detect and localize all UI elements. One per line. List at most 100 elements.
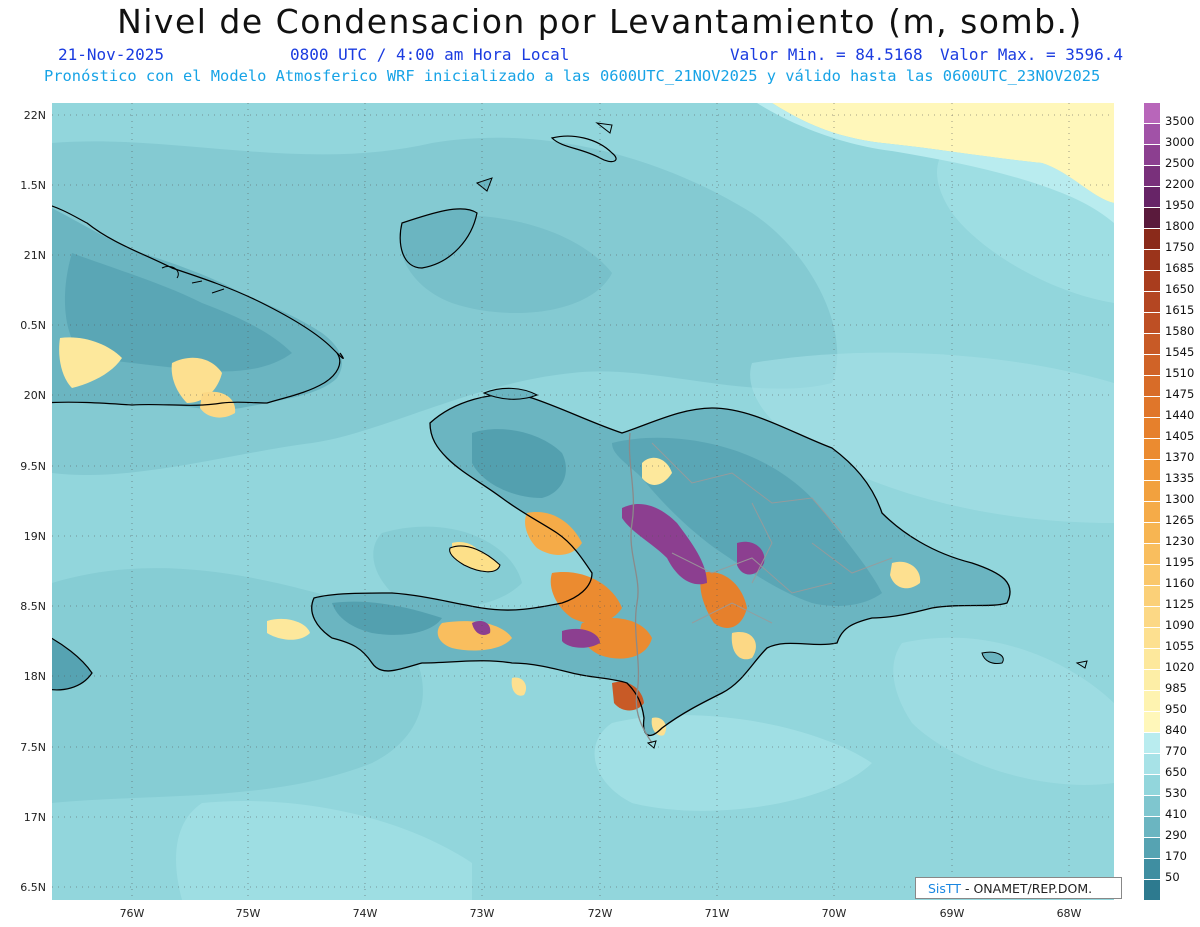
legend-swatch xyxy=(1144,103,1160,124)
legend-swatch xyxy=(1144,838,1160,859)
lcl-purple-zone xyxy=(622,503,707,585)
legend-level: 1335 xyxy=(1144,460,1200,485)
legend-level: 1615 xyxy=(1144,292,1200,317)
legend-swatch xyxy=(1144,880,1160,901)
legend-label: 1615 xyxy=(1165,303,1195,317)
legend-label: 985 xyxy=(1165,681,1187,695)
legend-label: 1230 xyxy=(1165,534,1195,548)
legend-swatch xyxy=(1144,775,1160,796)
legend-swatch xyxy=(1144,145,1160,166)
ocean-shade xyxy=(594,715,872,811)
gonave-island xyxy=(449,545,501,573)
hispaniola-coastline xyxy=(311,394,1011,737)
legend-swatch xyxy=(1144,565,1160,586)
legend-swatch xyxy=(1144,229,1160,250)
legend-level: 1090 xyxy=(1144,607,1200,632)
legend-level: 410 xyxy=(1144,796,1200,821)
lon-tick: 70W xyxy=(821,907,847,920)
legend-label: 1370 xyxy=(1165,450,1195,464)
legend-level: 650 xyxy=(1144,754,1200,779)
legend-level: 1510 xyxy=(1144,355,1200,380)
map-panel[interactable] xyxy=(52,103,1114,900)
lat-tick: 0.5N xyxy=(20,319,46,332)
ocean-shade xyxy=(893,637,1114,785)
legend-level: 1055 xyxy=(1144,628,1200,653)
legend-level: 770 xyxy=(1144,733,1200,758)
legend-swatch xyxy=(1144,859,1160,880)
lon-tick: 74W xyxy=(352,907,378,920)
lcl-purple-zone xyxy=(562,628,600,648)
legend-level: 2200 xyxy=(1144,166,1200,191)
valid-date: 21-Nov-2025 xyxy=(58,45,164,64)
legend-label: 170 xyxy=(1165,849,1187,863)
legend-level: 1440 xyxy=(1144,397,1200,422)
mona-island xyxy=(1075,660,1088,669)
legend-level: 1750 xyxy=(1144,229,1200,254)
legend-label: 3000 xyxy=(1165,135,1195,149)
lat-tick: 20N xyxy=(23,389,46,402)
legend-label: 950 xyxy=(1165,702,1187,716)
legend-swatch xyxy=(1144,334,1160,355)
map-canvas xyxy=(52,103,1114,900)
legend-swatch xyxy=(1144,187,1160,208)
legend-label: 1510 xyxy=(1165,366,1195,380)
lon-tick: 68W xyxy=(1056,907,1082,920)
legend-swatch xyxy=(1144,544,1160,565)
tortuga-island xyxy=(482,387,539,400)
legend-swatch xyxy=(1144,607,1160,628)
legend-label: 2500 xyxy=(1165,156,1195,170)
lat-tick: 9.5N xyxy=(20,460,46,473)
legend-label: 770 xyxy=(1165,744,1187,758)
legend-label: 1440 xyxy=(1165,408,1195,422)
hispaniola-interior xyxy=(332,601,442,635)
legend-swatch xyxy=(1144,691,1160,712)
legend-label: 650 xyxy=(1165,765,1187,779)
legend-swatch xyxy=(1144,397,1160,418)
legend-level: 1160 xyxy=(1144,565,1200,590)
legend-level: 950 xyxy=(1144,691,1200,716)
ocean-shade xyxy=(176,801,473,900)
legend-swatch xyxy=(1144,796,1160,817)
lcl-orange-zone xyxy=(550,572,622,624)
legend-label: 840 xyxy=(1165,723,1187,737)
lon-tick: 76W xyxy=(119,907,145,920)
lat-tick: 1.5N xyxy=(20,179,46,192)
lat-tick: 22N xyxy=(23,109,46,122)
provincial-borders xyxy=(651,442,893,624)
valid-time: 0800 UTC / 4:00 am Hora Local xyxy=(290,45,570,64)
legend-level: 2500 xyxy=(1144,145,1200,170)
legend-level: 1950 xyxy=(1144,187,1200,212)
lon-tick: 75W xyxy=(235,907,261,920)
legend-swatch xyxy=(1144,124,1160,145)
legend-level: 1300 xyxy=(1144,481,1200,506)
cuba-interior xyxy=(64,253,292,372)
inagua-island xyxy=(399,208,478,269)
legend-label: 1580 xyxy=(1165,324,1195,338)
lat-tick: 21N xyxy=(23,249,46,262)
lon-tick: 73W xyxy=(469,907,495,920)
legend-level: 290 xyxy=(1144,817,1200,842)
legend-label: 1055 xyxy=(1165,639,1195,653)
legend-swatch xyxy=(1144,418,1160,439)
legend-level: 1195 xyxy=(1144,544,1200,569)
lcl-orange-zone xyxy=(580,618,652,659)
lat-tick: 8.5N xyxy=(20,600,46,613)
cuba-coast-yellow xyxy=(59,337,122,388)
legend-label: 1265 xyxy=(1165,513,1195,527)
legend-level: 530 xyxy=(1144,775,1200,800)
lat-tick: 18N xyxy=(23,670,46,683)
map-gridlines xyxy=(52,103,1114,900)
legend-label: 1090 xyxy=(1165,618,1195,632)
legend-level: 3500 xyxy=(1144,103,1200,128)
lcl-purple-zone xyxy=(472,621,491,635)
max-value: Valor Max. = 3596.4 xyxy=(940,45,1124,64)
legend-label: 50 xyxy=(1165,870,1180,884)
legend-level: 1125 xyxy=(1144,586,1200,611)
legend-label: 3500 xyxy=(1165,114,1195,128)
turks-island xyxy=(595,122,613,134)
legend-level: 1800 xyxy=(1144,208,1200,233)
legend-label: 290 xyxy=(1165,828,1187,842)
legend-level: 1580 xyxy=(1144,313,1200,338)
legend-level: 1545 xyxy=(1144,334,1200,359)
legend-label: 1800 xyxy=(1165,219,1195,233)
